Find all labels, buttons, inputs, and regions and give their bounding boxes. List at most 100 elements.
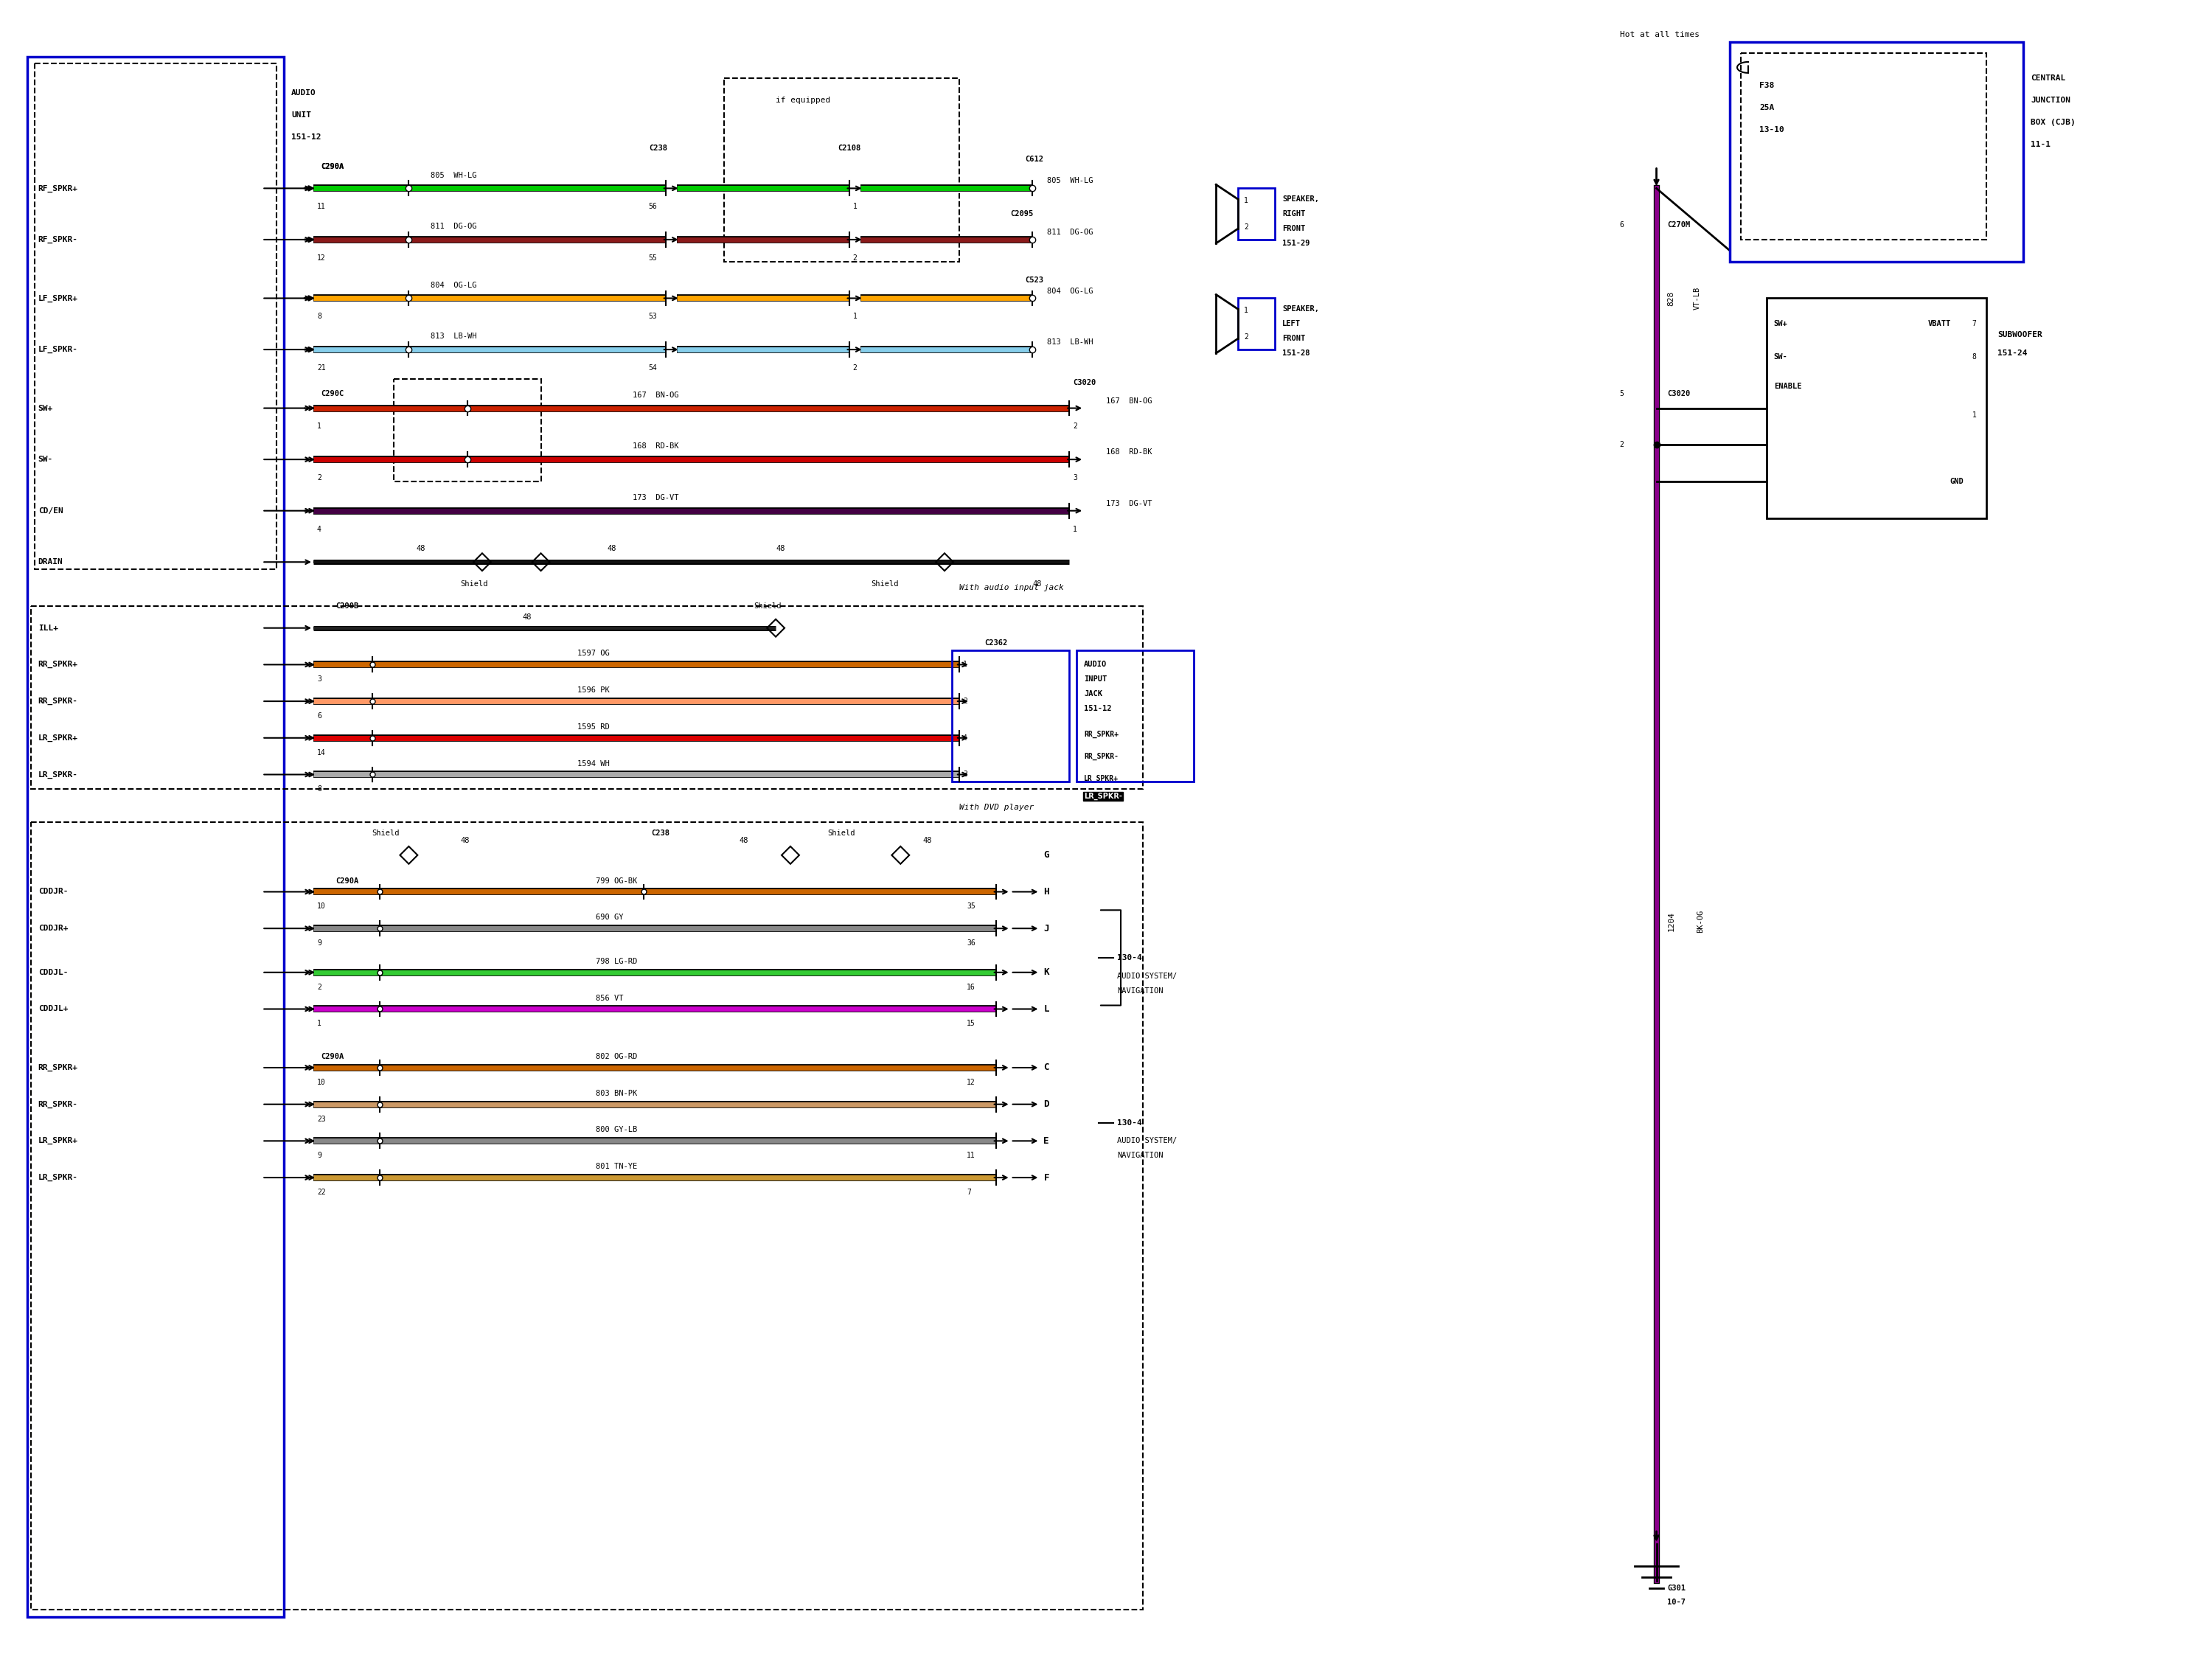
Text: F: F [1044, 1173, 1048, 1183]
Text: RR_SPKR+: RR_SPKR+ [38, 660, 77, 669]
Text: 4: 4 [316, 526, 321, 533]
Text: CDDJR-: CDDJR- [38, 888, 69, 896]
Text: 55: 55 [648, 254, 657, 262]
Text: AUDIO: AUDIO [1084, 660, 1106, 669]
Text: 1204: 1204 [1668, 911, 1674, 931]
Text: 23: 23 [316, 1115, 325, 1123]
Text: LEFT: LEFT [1283, 320, 1301, 327]
Text: FRONT: FRONT [1283, 226, 1305, 232]
Text: Shield: Shield [372, 830, 400, 836]
Text: RR_SPKR+: RR_SPKR+ [38, 1063, 77, 1072]
Text: SW-: SW- [38, 456, 53, 463]
Text: 48: 48 [416, 546, 425, 552]
Text: 805  WH-LG: 805 WH-LG [1046, 178, 1093, 184]
Text: C3020: C3020 [1668, 390, 1690, 397]
Text: With DVD player: With DVD player [960, 805, 1033, 811]
Text: JACK: JACK [1084, 690, 1102, 698]
Text: 56: 56 [648, 202, 657, 211]
Text: RR_SPKR+: RR_SPKR+ [1084, 730, 1119, 738]
Text: LR_SPKR+: LR_SPKR+ [38, 735, 77, 742]
Text: 8: 8 [1973, 353, 1975, 360]
Text: RF_SPKR+: RF_SPKR+ [38, 184, 77, 192]
Text: SPEAKER,: SPEAKER, [1283, 196, 1318, 202]
Text: DRAIN: DRAIN [38, 559, 62, 566]
Text: 2: 2 [854, 365, 856, 372]
Text: 22: 22 [316, 1188, 325, 1196]
Text: 9: 9 [316, 1151, 321, 1160]
Text: ENABLE: ENABLE [1774, 383, 1801, 390]
Text: RR_SPKR-: RR_SPKR- [38, 697, 77, 705]
Text: Shield: Shield [754, 602, 781, 611]
Text: 1: 1 [854, 314, 856, 320]
Text: 12: 12 [967, 1078, 975, 1087]
Text: 151-12: 151-12 [1084, 705, 1113, 712]
Text: 25A: 25A [1759, 105, 1774, 111]
Text: 811  DG-OG: 811 DG-OG [431, 222, 478, 231]
Text: 151-29: 151-29 [1283, 239, 1310, 247]
Text: RR_SPKR-: RR_SPKR- [1084, 753, 1119, 760]
Text: GND: GND [1951, 478, 1964, 484]
Text: C290C: C290C [321, 390, 343, 397]
Text: UNIT: UNIT [292, 111, 312, 119]
Text: NAVIGATION: NAVIGATION [1117, 1151, 1164, 1160]
Text: 803 BN-PK: 803 BN-PK [595, 1090, 637, 1097]
Text: G: G [1044, 851, 1048, 859]
Text: 35: 35 [967, 902, 975, 911]
Text: 54: 54 [648, 365, 657, 372]
Text: 813  LB-WH: 813 LB-WH [431, 333, 478, 340]
Text: 5: 5 [1619, 390, 1624, 397]
Text: C2108: C2108 [838, 144, 860, 151]
Text: 1: 1 [1243, 197, 1248, 204]
Text: C290A: C290A [321, 1053, 343, 1060]
Text: 2: 2 [962, 697, 967, 705]
Text: LR_SPKR-: LR_SPKR- [1084, 793, 1121, 800]
Text: 36: 36 [967, 939, 975, 947]
Text: 2: 2 [854, 254, 856, 262]
Text: 1: 1 [1973, 411, 1975, 420]
Text: VBATT: VBATT [1929, 320, 1951, 327]
Text: 48: 48 [460, 836, 469, 844]
Text: 168  RD-BK: 168 RD-BK [633, 443, 679, 450]
Text: 53: 53 [648, 314, 657, 320]
Text: 173  DG-VT: 173 DG-VT [633, 494, 679, 501]
Text: 151-12: 151-12 [292, 133, 321, 141]
Text: G301: G301 [1668, 1584, 1686, 1591]
Text: E: E [1044, 1136, 1048, 1146]
Text: C2095: C2095 [1011, 211, 1033, 217]
Text: 799 OG-BK: 799 OG-BK [595, 878, 637, 884]
Text: 828: 828 [1668, 290, 1674, 305]
Text: 11-1: 11-1 [2031, 141, 2051, 148]
Text: 14: 14 [316, 748, 325, 757]
Text: 130-4: 130-4 [1117, 1118, 1141, 1126]
Text: C2362: C2362 [984, 639, 1006, 647]
Text: 1595 RD: 1595 RD [577, 723, 611, 730]
Text: 10: 10 [316, 1078, 325, 1087]
Text: F38: F38 [1759, 81, 1774, 90]
Text: 856 VT: 856 VT [595, 994, 624, 1002]
Text: 804  OG-LG: 804 OG-LG [1046, 287, 1093, 295]
Text: Shield: Shield [460, 581, 489, 587]
Text: LR_SPKR+: LR_SPKR+ [38, 1136, 77, 1145]
Text: LR_SPKR-: LR_SPKR- [38, 771, 77, 778]
Text: C612: C612 [1026, 156, 1044, 163]
Text: C523: C523 [1026, 277, 1044, 284]
Text: 7: 7 [1973, 320, 1975, 327]
Text: 805  WH-LG: 805 WH-LG [431, 171, 478, 179]
Text: 48: 48 [522, 614, 531, 620]
Text: 6: 6 [1619, 221, 1624, 229]
Text: 811  DG-OG: 811 DG-OG [1046, 229, 1093, 236]
Text: RIGHT: RIGHT [1283, 211, 1305, 217]
Text: RR_SPKR-: RR_SPKR- [38, 1100, 77, 1108]
Text: SW+: SW+ [1774, 320, 1787, 327]
Text: CD/EN: CD/EN [38, 508, 62, 514]
Text: SW+: SW+ [38, 405, 53, 411]
Text: 6: 6 [316, 712, 321, 720]
Text: C290A: C290A [321, 163, 343, 169]
Text: SW-: SW- [1774, 353, 1787, 360]
Text: C: C [1044, 1063, 1048, 1072]
Text: 1: 1 [962, 660, 967, 669]
Text: 2: 2 [316, 984, 321, 990]
Text: 21: 21 [316, 365, 325, 372]
Text: 2: 2 [1243, 224, 1248, 231]
Text: 168  RD-BK: 168 RD-BK [1106, 448, 1152, 456]
